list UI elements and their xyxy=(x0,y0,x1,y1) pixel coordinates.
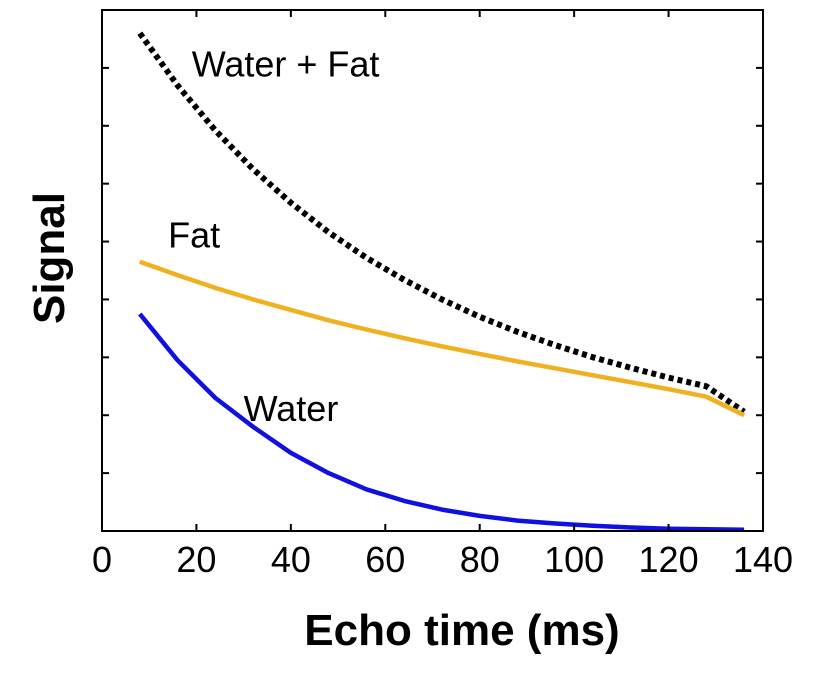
x-tick-label: 40 xyxy=(271,539,311,580)
x-tick-label: 140 xyxy=(733,539,793,580)
x-tick-label: 80 xyxy=(460,539,500,580)
x-tick-label: 120 xyxy=(639,539,699,580)
x-tick-label: 20 xyxy=(176,539,216,580)
series-line-water-fat xyxy=(137,31,746,415)
x-tick-label: 100 xyxy=(544,539,604,580)
x-axis-title: Echo time (ms) xyxy=(304,606,619,655)
series-annotation: Fat xyxy=(168,214,220,255)
series-annotation: Water + Fat xyxy=(192,44,380,85)
series-annotation: Water xyxy=(244,388,339,429)
x-tick-label: 0 xyxy=(92,539,112,580)
series-line-fat xyxy=(139,259,746,418)
series-line-water xyxy=(138,312,745,533)
x-tick-label: 60 xyxy=(365,539,405,580)
plot-frame xyxy=(101,9,764,532)
y-axis-title: Signal xyxy=(25,192,74,324)
